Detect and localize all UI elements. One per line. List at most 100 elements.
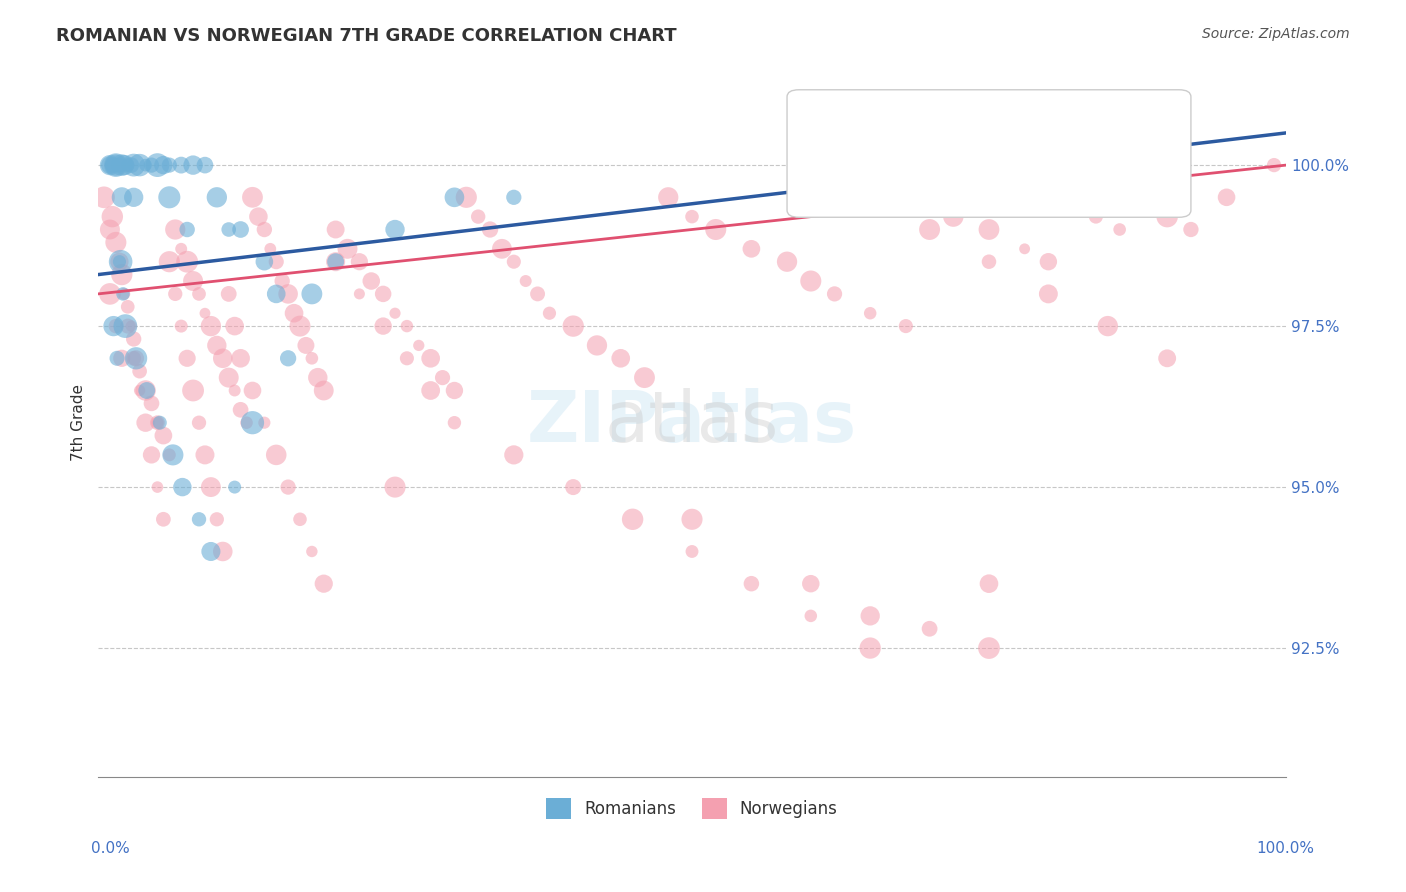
Text: atlas: atlas: [605, 388, 779, 458]
Point: [295, 338, 318, 352]
Point: [1180, 222, 1202, 236]
Point: [432, 370, 454, 384]
Point: [112, 286, 135, 301]
Point: [114, 319, 136, 334]
Point: [859, 641, 882, 656]
Point: [157, 254, 180, 268]
Point: [146, 158, 169, 172]
Point: [538, 306, 561, 320]
Point: [112, 158, 135, 172]
Point: [172, 480, 194, 494]
Point: [776, 254, 799, 268]
Point: [110, 254, 132, 268]
Point: [1097, 319, 1119, 334]
Point: [162, 448, 184, 462]
Text: 100.0%: 100.0%: [1257, 841, 1315, 856]
Point: [122, 332, 145, 346]
Point: [443, 384, 465, 398]
Point: [515, 274, 537, 288]
Point: [264, 448, 287, 462]
Point: [633, 370, 655, 384]
Point: [235, 416, 257, 430]
Point: [188, 286, 211, 301]
Point: [111, 351, 134, 366]
Point: [101, 210, 124, 224]
Point: [141, 158, 163, 172]
Point: [942, 210, 965, 224]
Point: [224, 384, 246, 398]
Point: [288, 512, 311, 526]
Point: [242, 416, 264, 430]
Point: [1038, 286, 1060, 301]
Point: [621, 512, 644, 526]
Point: [135, 384, 157, 398]
Point: [443, 190, 465, 204]
Legend: Romanians, Norwegians: Romanians, Norwegians: [540, 791, 845, 825]
Point: [681, 210, 703, 224]
Point: [740, 576, 762, 591]
Point: [117, 319, 139, 334]
Point: [93, 190, 115, 204]
Point: [135, 158, 157, 172]
Point: [229, 222, 252, 236]
Point: [443, 416, 465, 430]
Point: [98, 158, 121, 172]
Point: [395, 351, 418, 366]
Point: [800, 576, 823, 591]
Point: [918, 190, 941, 204]
Point: [242, 190, 264, 204]
Point: [277, 351, 299, 366]
Point: [188, 416, 211, 430]
Point: [157, 190, 180, 204]
Point: [108, 254, 131, 268]
Point: [128, 364, 150, 378]
Point: [277, 286, 299, 301]
Point: [152, 512, 174, 526]
Point: [242, 384, 264, 398]
Point: [502, 448, 524, 462]
Point: [128, 384, 150, 398]
Point: [120, 319, 142, 334]
Point: [211, 351, 233, 366]
Point: [502, 190, 524, 204]
Point: [384, 480, 406, 494]
Point: [98, 158, 121, 172]
Point: [165, 222, 187, 236]
Point: [395, 319, 418, 334]
Point: [1062, 190, 1084, 204]
Point: [859, 306, 882, 320]
Point: [211, 544, 233, 558]
Point: [1084, 210, 1107, 224]
Point: [200, 480, 222, 494]
Point: [108, 158, 131, 172]
Point: [170, 158, 193, 172]
Point: [312, 384, 335, 398]
Point: [229, 402, 252, 417]
Point: [157, 158, 180, 172]
Point: [253, 254, 276, 268]
Point: [740, 242, 762, 256]
Point: [336, 242, 359, 256]
Y-axis label: 7th Grade: 7th Grade: [72, 384, 86, 461]
Point: [181, 158, 204, 172]
Point: [467, 210, 489, 224]
Point: [141, 448, 163, 462]
Point: [918, 222, 941, 236]
Point: [307, 370, 329, 384]
Point: [408, 338, 430, 352]
Point: [288, 319, 311, 334]
Point: [103, 319, 125, 334]
Point: [253, 416, 276, 430]
Point: [277, 480, 299, 494]
Point: [977, 576, 1000, 591]
Point: [977, 254, 1000, 268]
Point: [117, 300, 139, 314]
Point: [200, 319, 222, 334]
Point: [1108, 222, 1130, 236]
Point: [349, 286, 371, 301]
Point: [125, 351, 148, 366]
Point: [122, 190, 145, 204]
Point: [301, 286, 323, 301]
Point: [170, 319, 193, 334]
Point: [681, 512, 703, 526]
